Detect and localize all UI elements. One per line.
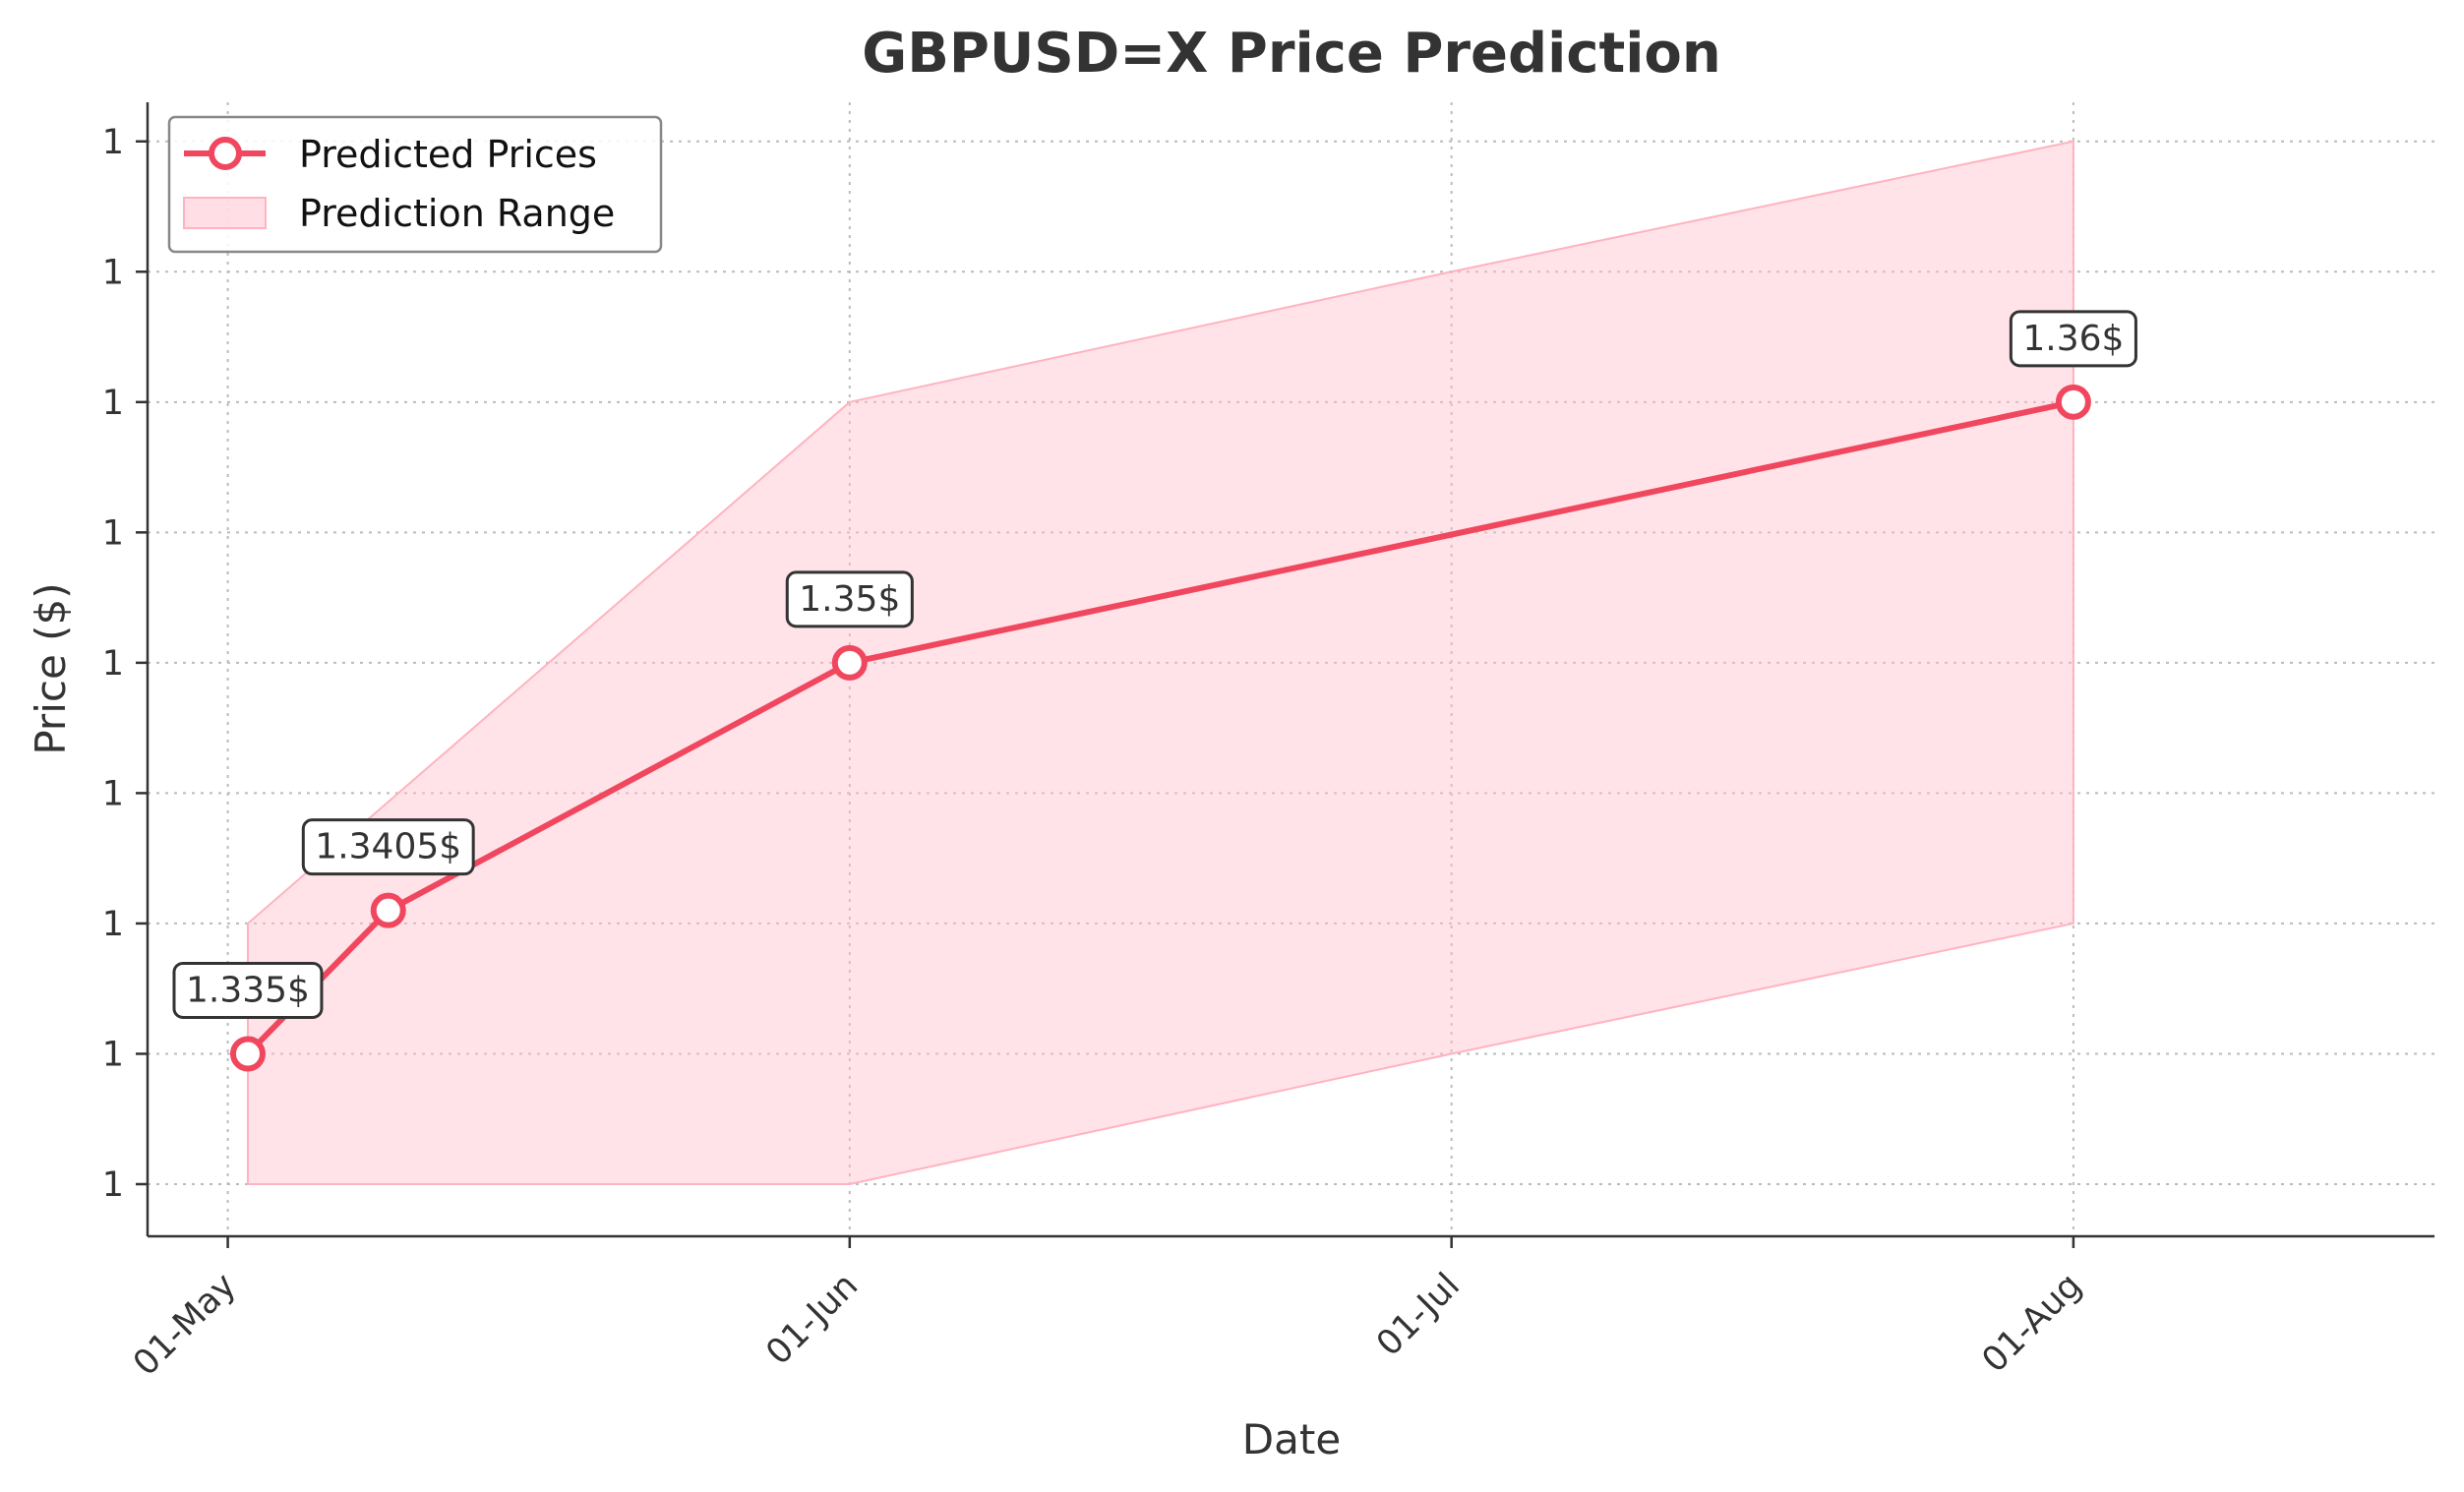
legend-label-predicted: Predicted Prices bbox=[299, 133, 597, 176]
legend-label-range: Prediction Range bbox=[299, 192, 615, 235]
legend: Predicted Prices Prediction Range bbox=[167, 115, 663, 254]
annotations: 1.335$ 1.3405$ 1.35$ 1.36$ bbox=[172, 310, 2137, 1019]
annotation-label: 1.335$ bbox=[186, 970, 310, 1010]
predicted-price-marker bbox=[831, 644, 868, 681]
annotation-label: 1.36$ bbox=[2022, 319, 2124, 359]
y-tick-label: 1 bbox=[102, 774, 124, 813]
range-layer bbox=[246, 140, 2074, 1185]
y-ticks: 1 1 1 1 1 1 1 1 1 bbox=[102, 123, 148, 1205]
legend-box bbox=[167, 115, 663, 254]
y-tick-label: 1 bbox=[102, 644, 124, 684]
price-annotation: 1.335$ bbox=[172, 961, 324, 1019]
y-tick-label: 1 bbox=[102, 513, 124, 553]
legend-range-swatch bbox=[183, 197, 267, 229]
y-tick-label: 1 bbox=[102, 1165, 124, 1205]
annotation-box bbox=[2009, 310, 2137, 368]
price-annotation: 1.35$ bbox=[785, 570, 914, 628]
predicted-price-marker bbox=[2055, 384, 2091, 420]
legend-marker-swatch bbox=[209, 137, 242, 170]
y-tick-label: 1 bbox=[102, 384, 124, 423]
y-tick-label: 1 bbox=[102, 905, 124, 944]
annotation-box bbox=[172, 961, 324, 1019]
axes-layer bbox=[146, 102, 2434, 1238]
annotation-label: 1.3405$ bbox=[315, 827, 461, 867]
predicted-price-marker bbox=[229, 1036, 266, 1072]
predicted-price-marker bbox=[370, 892, 406, 928]
chart-title: GBPUSD=X Price Prediction bbox=[862, 22, 1721, 86]
price-annotation: 1.3405$ bbox=[301, 818, 475, 876]
y-tick-label: 1 bbox=[102, 253, 124, 292]
annotation-box bbox=[785, 570, 914, 628]
y-tick-label: 1 bbox=[102, 1035, 124, 1074]
y-axis-label: Price ($) bbox=[27, 582, 75, 754]
prediction-range-band bbox=[246, 140, 2074, 1185]
x-axis-label: Date bbox=[1242, 1415, 1341, 1463]
y-tick-label: 1 bbox=[102, 123, 124, 162]
annotation-label: 1.35$ bbox=[799, 579, 900, 620]
annotation-box bbox=[301, 818, 475, 876]
price-annotation: 1.36$ bbox=[2009, 310, 2137, 368]
